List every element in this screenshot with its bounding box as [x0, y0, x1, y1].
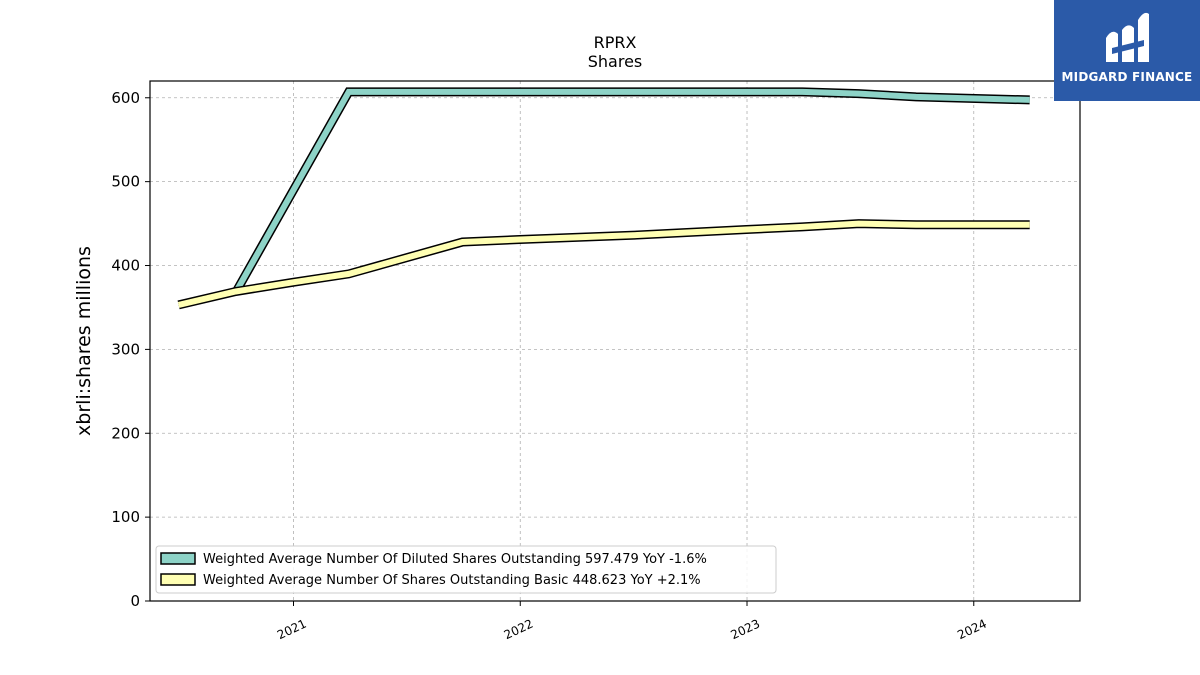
x-tick-label: 2021 — [275, 617, 309, 643]
y-tick-label: 400 — [111, 257, 140, 275]
chart-title: RPRX — [594, 33, 637, 52]
series-group — [177, 87, 1030, 310]
series-diluted-shares — [231, 87, 1030, 295]
y-tick-label: 200 — [111, 424, 140, 442]
legend-entry-label: Weighted Average Number Of Shares Outsta… — [203, 573, 701, 588]
series-basic-shares — [177, 219, 1030, 310]
brand-logo: MIDGARD FINANCE — [1054, 0, 1200, 101]
y-tick-label: 0 — [130, 592, 140, 610]
series-line-outline — [231, 87, 1030, 295]
y-tick-label: 300 — [111, 340, 140, 358]
series-line — [177, 220, 1030, 308]
legend: Weighted Average Number Of Diluted Share… — [155, 545, 777, 594]
x-tick-label: 2022 — [502, 617, 536, 643]
grid — [150, 81, 1080, 602]
legend-box — [155, 545, 777, 594]
y-tick-label: 100 — [111, 508, 140, 526]
logo-mark-icon — [1106, 12, 1149, 62]
y-axis-label: xbrli:shares millions — [73, 246, 95, 436]
x-tick-label: 2023 — [729, 617, 763, 643]
legend-swatch — [160, 573, 196, 586]
plot-area-frame — [149, 80, 1081, 602]
logo-text: MIDGARD FINANCE — [1061, 70, 1193, 84]
legend-entry-label: Weighted Average Number Of Diluted Share… — [203, 552, 707, 567]
series-line — [233, 88, 1030, 294]
y-tick-label: 500 — [111, 173, 140, 191]
chart-subtitle: Shares — [588, 52, 643, 71]
legend-swatch — [160, 552, 196, 565]
y-tick-label: 600 — [111, 89, 140, 107]
x-tick-label: 2024 — [955, 617, 989, 643]
